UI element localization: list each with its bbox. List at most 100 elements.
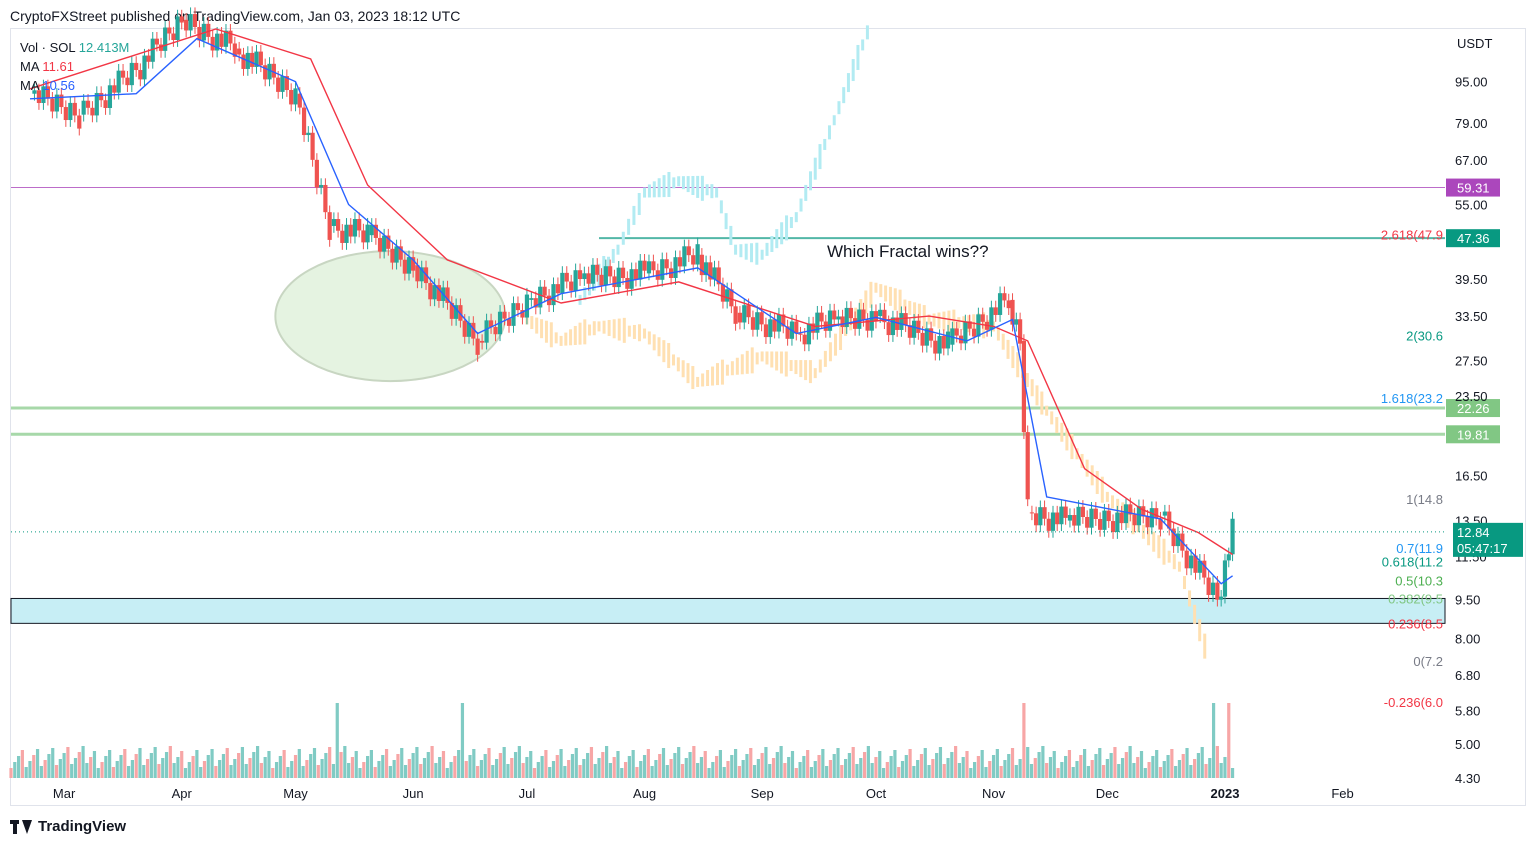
fractal-orange-bar bbox=[1162, 538, 1166, 565]
candle-body bbox=[254, 51, 259, 67]
fib-label-9: 0(7.2 bbox=[1413, 654, 1443, 669]
volume-bar bbox=[878, 751, 882, 778]
volume-bar bbox=[752, 765, 757, 778]
volume-bar bbox=[965, 751, 969, 778]
fractal-blue-bar bbox=[770, 236, 774, 253]
volume-bar bbox=[859, 758, 863, 778]
candle-body bbox=[857, 309, 862, 329]
volume-bar bbox=[62, 753, 66, 778]
fractal-orange-bar bbox=[1016, 352, 1020, 378]
candle-body bbox=[806, 323, 812, 345]
volume-bar bbox=[870, 763, 874, 778]
tradingview-logo-icon bbox=[10, 819, 32, 834]
candle-body bbox=[1046, 518, 1051, 531]
volume-bar bbox=[104, 756, 108, 778]
volume-bar bbox=[1067, 750, 1072, 778]
candle-body bbox=[310, 132, 315, 160]
volume-bar bbox=[123, 749, 127, 778]
volume-bar bbox=[343, 746, 347, 778]
fractal-orange-bar bbox=[854, 307, 858, 325]
volume-bar bbox=[498, 753, 502, 778]
fib-label-6: 0.5(10.3 bbox=[1395, 573, 1443, 588]
volume-bar bbox=[369, 750, 373, 778]
volume-bar bbox=[441, 751, 446, 778]
volume-bar bbox=[1045, 763, 1049, 778]
candle-body bbox=[1018, 319, 1023, 344]
fractal-blue-bar bbox=[744, 243, 748, 260]
fractal-blue-bar bbox=[700, 175, 704, 201]
volume-bar bbox=[627, 756, 631, 778]
volume-bar bbox=[494, 759, 499, 778]
volume-bar bbox=[540, 756, 544, 778]
volume-bar bbox=[988, 761, 992, 778]
price-tick: 33.50 bbox=[1455, 309, 1488, 324]
volume-bar bbox=[506, 764, 510, 778]
volume-bar bbox=[532, 768, 537, 778]
price-tick: 67.00 bbox=[1455, 153, 1488, 168]
candle-body bbox=[827, 310, 833, 331]
fractal-orange-bar bbox=[612, 319, 616, 339]
volume-bar bbox=[1174, 766, 1178, 778]
volume-bar bbox=[650, 766, 654, 778]
legend-ma2-row: MA 10.56 bbox=[20, 76, 129, 95]
fractal-orange-bar bbox=[879, 284, 883, 298]
candle-body bbox=[85, 100, 91, 108]
fractal-orange-bar bbox=[691, 366, 695, 390]
fractal-blue-bar bbox=[832, 115, 836, 126]
fractal-orange-bar bbox=[588, 324, 592, 336]
candle-body bbox=[673, 257, 678, 278]
candle-body bbox=[327, 212, 332, 240]
candle-body bbox=[646, 261, 652, 274]
candle-body bbox=[1063, 506, 1068, 518]
volume-bar bbox=[692, 746, 696, 778]
candle-body bbox=[590, 264, 596, 284]
fractal-orange-bar bbox=[903, 299, 907, 311]
candle-body bbox=[907, 325, 912, 338]
candle-body bbox=[369, 224, 374, 236]
candle-body bbox=[1002, 293, 1007, 301]
volume-bar bbox=[259, 763, 263, 778]
time-tick: Sep bbox=[751, 786, 774, 801]
level-label-0: 59.31 bbox=[1457, 181, 1490, 196]
candle-body bbox=[340, 230, 345, 243]
fractal-blue-bar bbox=[715, 187, 719, 198]
candle-body bbox=[933, 340, 938, 354]
volume-bar bbox=[388, 766, 392, 778]
candle-body bbox=[1136, 506, 1142, 526]
volume-bar bbox=[445, 768, 449, 778]
price-tick: 16.50 bbox=[1455, 468, 1488, 483]
volume-bar bbox=[741, 760, 745, 778]
volume-bar bbox=[199, 767, 203, 778]
volume-bar bbox=[597, 758, 601, 778]
candle-body bbox=[633, 269, 639, 280]
volume-bar bbox=[730, 755, 734, 778]
candle-body bbox=[352, 218, 358, 237]
fib-label-4: 0.7(11.9 bbox=[1396, 541, 1443, 556]
candle-body bbox=[142, 55, 147, 80]
volume-bar bbox=[419, 764, 423, 778]
candle-body bbox=[1128, 504, 1133, 515]
volume-bar bbox=[85, 763, 89, 778]
candle-body bbox=[899, 313, 904, 330]
fractal-orange-bar bbox=[1040, 391, 1044, 415]
volume-bar bbox=[1136, 757, 1140, 778]
candle-body bbox=[1014, 319, 1019, 325]
fractal-blue-bar bbox=[632, 205, 636, 225]
volume-bar bbox=[779, 746, 783, 778]
fractal-blue-bar bbox=[765, 242, 769, 256]
fractal-orange-bar bbox=[1030, 379, 1034, 397]
candle-body bbox=[271, 63, 276, 78]
fractal-orange-bar bbox=[1203, 633, 1207, 659]
volume-bar bbox=[923, 748, 927, 778]
candle-body bbox=[428, 283, 433, 300]
bar-countdown: 05:47:17 bbox=[1457, 541, 1508, 556]
time-tick: Dec bbox=[1096, 786, 1120, 801]
volume-bar bbox=[771, 758, 776, 778]
fractal-orange-bar bbox=[696, 376, 700, 387]
candle-body bbox=[94, 92, 99, 116]
volume-bar bbox=[677, 747, 681, 778]
fractal-orange-bar bbox=[1006, 339, 1010, 359]
candle-body bbox=[916, 320, 921, 333]
volume-bar bbox=[775, 752, 779, 778]
